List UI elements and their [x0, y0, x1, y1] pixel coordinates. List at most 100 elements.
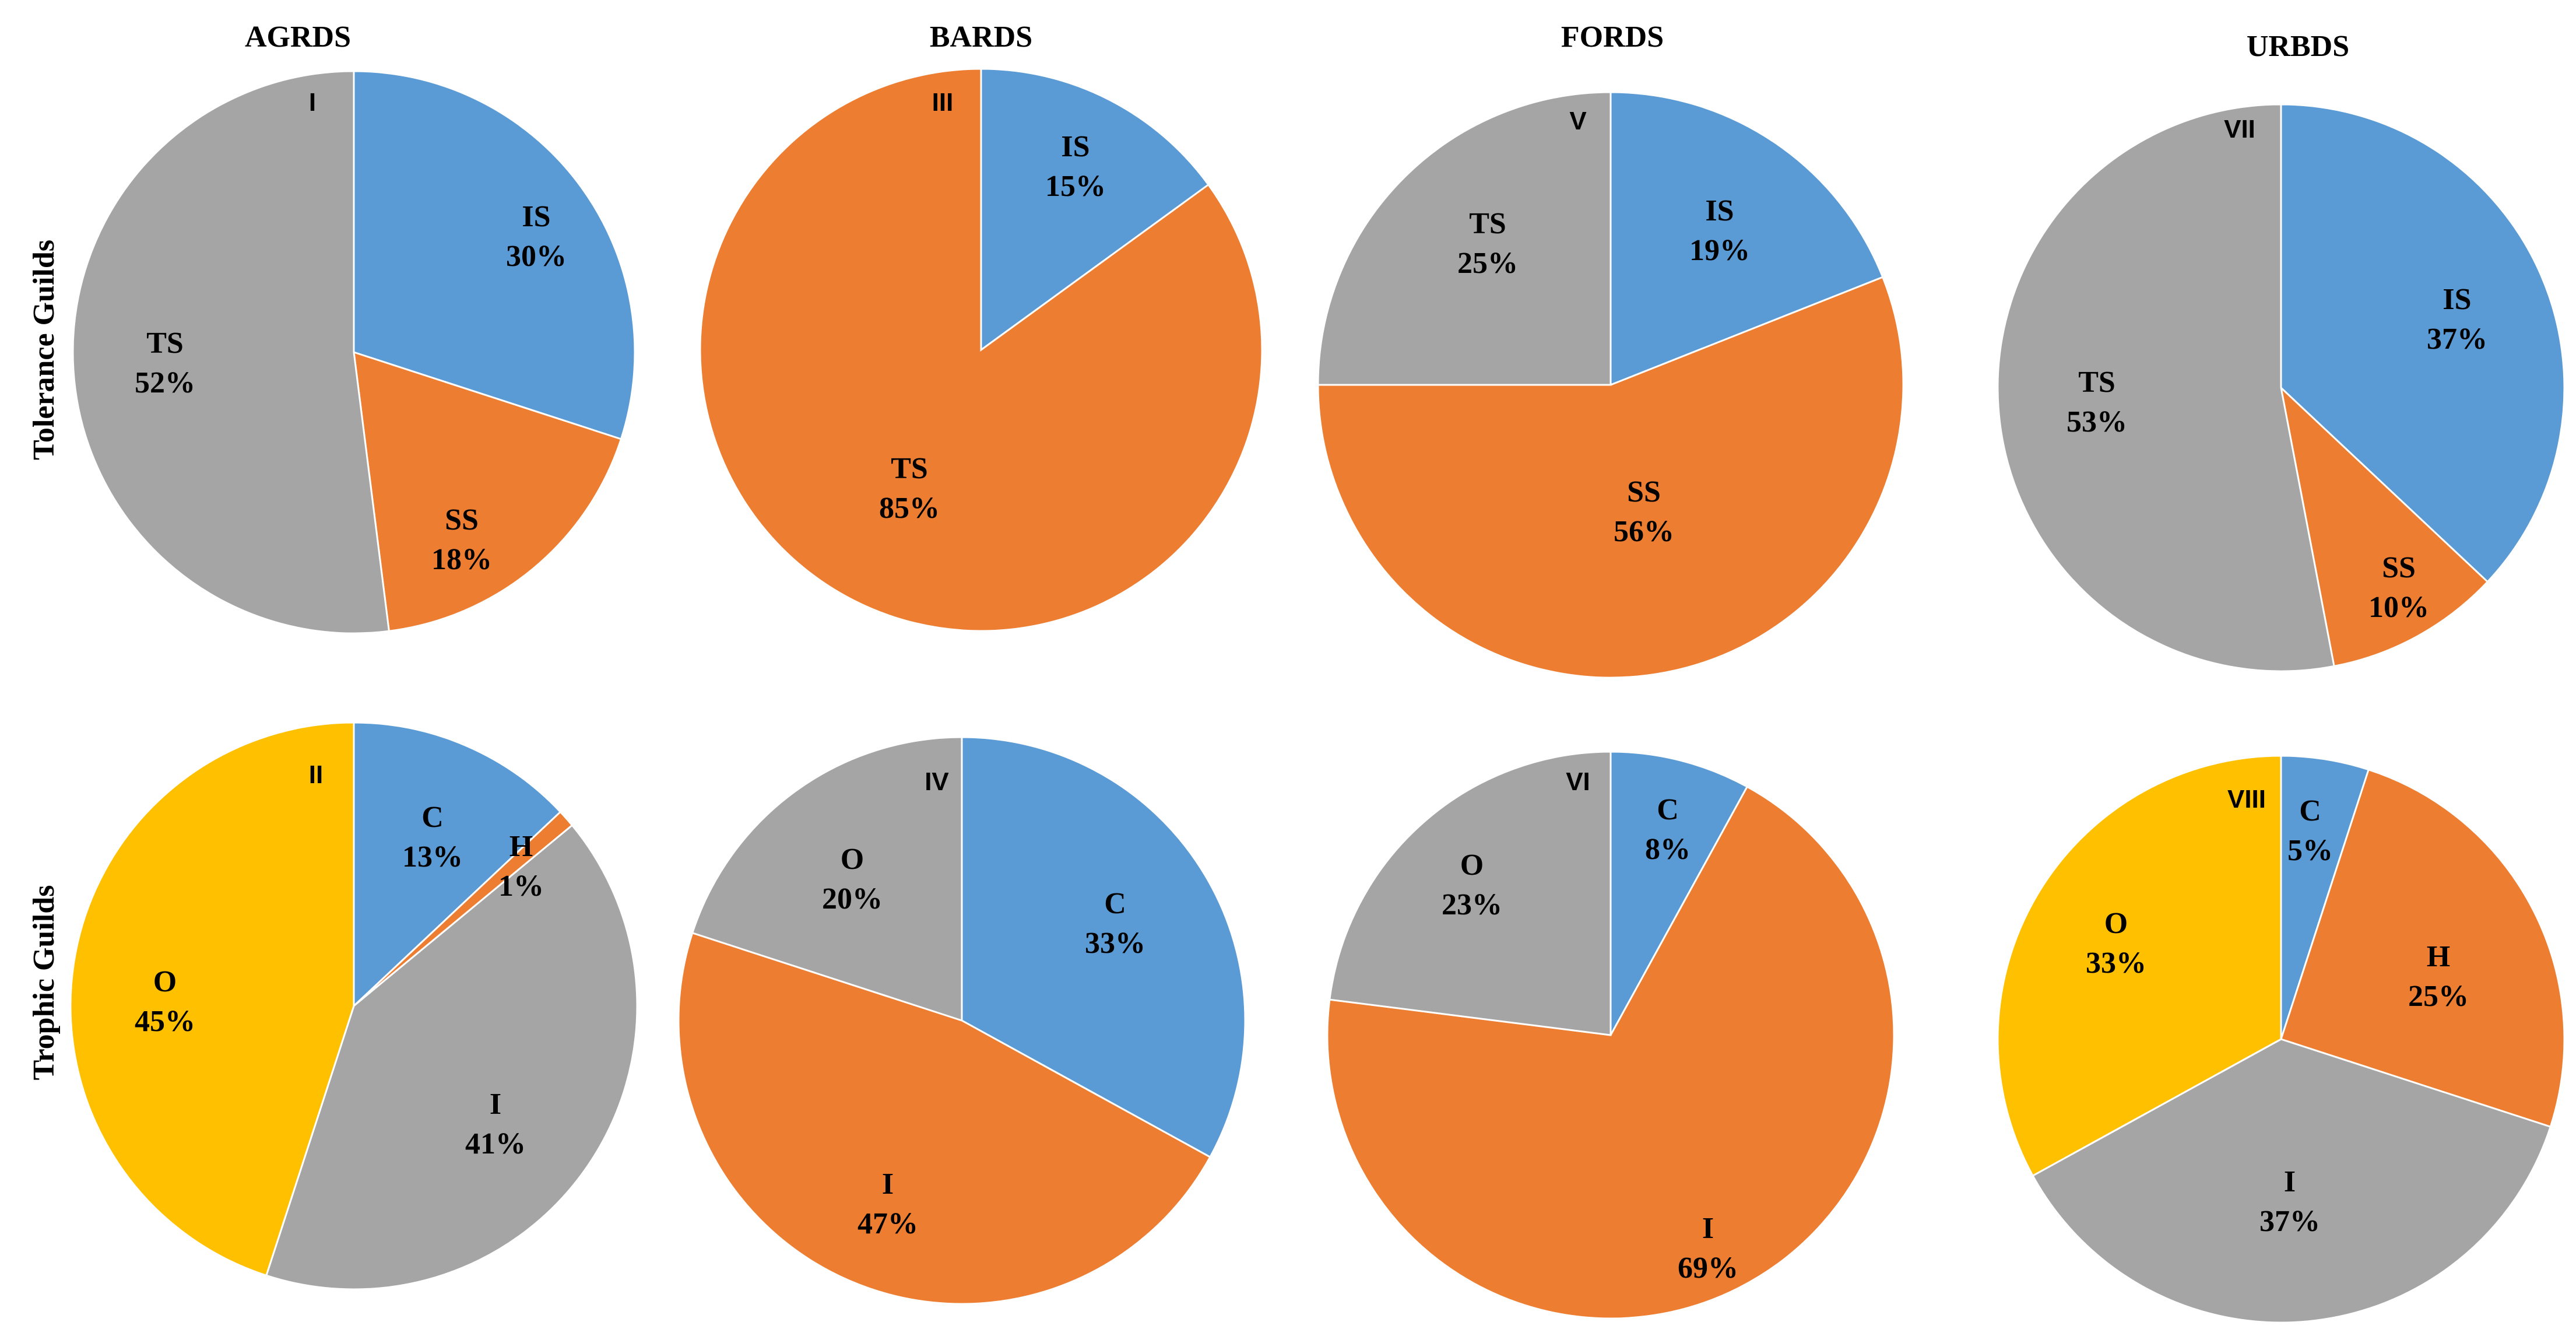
data-label-ts: TS 53% — [2067, 366, 2127, 439]
column-title-agrds: AGRDS — [245, 20, 351, 54]
data-label-category: I — [882, 1167, 894, 1201]
column-title-fords: FORDS — [1561, 20, 1664, 54]
pie-slice-ts — [1997, 103, 2335, 672]
data-label-category: TS — [1469, 207, 1506, 240]
data-label-category: O — [1460, 848, 1484, 882]
row-label-trophic-guilds: Trophic Guilds — [27, 885, 61, 1081]
data-label-c: C 5% — [2287, 794, 2333, 867]
data-label-category: IS — [522, 200, 550, 233]
data-label-o: O 45% — [135, 965, 195, 1038]
data-label-ts: TS 85% — [879, 452, 940, 525]
data-label-value: 56% — [1614, 515, 1674, 548]
pie-slice-ts — [1317, 91, 1612, 386]
data-label-value: 25% — [2408, 980, 2469, 1013]
data-label-is: IS 15% — [1045, 130, 1106, 203]
pie-slice-c — [353, 721, 562, 1008]
data-label-category: IS — [2443, 283, 2471, 316]
pie-agrds-tolerance-guilds: I IS 30% SS 18% TS 52% — [72, 70, 636, 634]
pie-slice-ss — [1317, 276, 1904, 679]
data-label-o: O 33% — [2086, 907, 2146, 980]
pie-slice-o — [691, 736, 963, 1022]
data-label-c: C 33% — [1085, 887, 1145, 960]
data-label-value: 15% — [1045, 170, 1106, 203]
data-label-value: 23% — [1442, 888, 1502, 921]
panel-number: VI — [1566, 767, 1590, 796]
data-label-category: TS — [891, 452, 928, 485]
data-label-i: I 47% — [858, 1167, 918, 1240]
data-label-value: 1% — [498, 869, 544, 903]
data-label-category: C — [421, 801, 444, 834]
panel-number: VII — [2224, 115, 2255, 143]
pie-slice-c — [961, 736, 1246, 1159]
panel-number: II — [309, 760, 323, 789]
data-label-value: 37% — [2259, 1205, 2320, 1238]
data-label-category: IS — [1061, 130, 1090, 163]
pie-slice-ss — [353, 350, 623, 632]
data-label-value: 19% — [1689, 234, 1750, 267]
data-label-category: C — [1657, 793, 1679, 826]
data-label-value: 10% — [2368, 591, 2429, 624]
pie-slice-i — [1326, 786, 1895, 1320]
panel-number: I — [309, 88, 316, 117]
pie-fords-tolerance-guilds: V IS 19% SS 56% TS 25% — [1317, 91, 1904, 679]
pie-slice-is — [2280, 103, 2566, 583]
panel-number: IV — [925, 767, 949, 796]
pie-slice-o — [1329, 751, 1612, 1036]
data-label-value: 5% — [2287, 834, 2333, 867]
data-label-ss: SS 10% — [2368, 551, 2429, 624]
row-label-tolerance-guilds: Tolerance Guilds — [27, 240, 61, 460]
data-label-category: C — [2299, 794, 2321, 827]
data-label-category: O — [2104, 907, 2128, 940]
data-label-is: IS 30% — [506, 200, 567, 273]
data-label-category: H — [509, 830, 533, 863]
data-label-c: C 8% — [1645, 793, 1691, 866]
data-label-value: 33% — [1085, 927, 1145, 960]
pie-urbds-trophic-guilds: VIII C 5% H 25% I 37% O 33% — [1997, 755, 2566, 1324]
data-label-i: I 41% — [465, 1088, 526, 1160]
data-label-category: TS — [2078, 366, 2115, 399]
pie-bards-tolerance-guilds: III IS 15% TS 85% — [699, 68, 1263, 632]
data-label-category: H — [2427, 940, 2450, 973]
pie-slice-c — [1609, 751, 1749, 1036]
column-title-bards: BARDS — [930, 20, 1032, 54]
data-label-ss: SS 18% — [431, 503, 492, 576]
data-label-value: 37% — [2427, 322, 2487, 356]
pie-slice-is — [980, 68, 1210, 352]
panel-number: III — [932, 88, 954, 117]
data-label-value: 25% — [1457, 247, 1518, 280]
data-label-ts: TS 52% — [135, 327, 195, 399]
data-label-ss: SS 56% — [1614, 475, 1674, 548]
data-label-value: 53% — [2067, 405, 2127, 439]
data-label-category: O — [841, 843, 864, 876]
data-label-value: 8% — [1645, 833, 1691, 866]
data-label-value: 30% — [506, 240, 567, 273]
data-label-i: I 69% — [1678, 1212, 1738, 1285]
pie-slice-ss — [2279, 385, 2489, 668]
data-label-is: IS 19% — [1689, 194, 1750, 267]
pie-slice-c — [2280, 755, 2370, 1040]
pie-slice-ts — [699, 68, 1263, 632]
pie-slice-i — [677, 931, 1211, 1305]
panel-number: VIII — [2227, 785, 2266, 813]
data-label-value: 69% — [1678, 1251, 1738, 1285]
data-label-value: 18% — [431, 543, 492, 576]
data-label-o: O 20% — [822, 843, 883, 916]
pie-slice-is — [1609, 91, 1884, 387]
data-label-value: 45% — [135, 1005, 195, 1038]
pie-fords-trophic-guilds: VI C 8% I 69% O 23% — [1326, 751, 1895, 1320]
data-label-is: IS 37% — [2427, 283, 2487, 356]
data-label-value: 20% — [822, 882, 883, 916]
data-label-value: 13% — [402, 840, 463, 874]
pie-bards-trophic-guilds: IV C 33% I 47% O 20% — [677, 736, 1246, 1305]
pie-agrds-trophic-guilds: II C 13% H 1% I 41% O 45% — [69, 721, 638, 1291]
pie-slice-o — [1997, 755, 2282, 1177]
pie-slice-i — [265, 824, 638, 1291]
pie-slice-h — [2280, 768, 2566, 1128]
column-title-urbds: URBDS — [2247, 30, 2349, 63]
data-label-o: O 23% — [1442, 848, 1502, 921]
pie-slice-i — [2032, 1038, 2552, 1324]
data-label-category: SS — [2382, 551, 2416, 584]
data-label-i: I 37% — [2259, 1165, 2320, 1238]
